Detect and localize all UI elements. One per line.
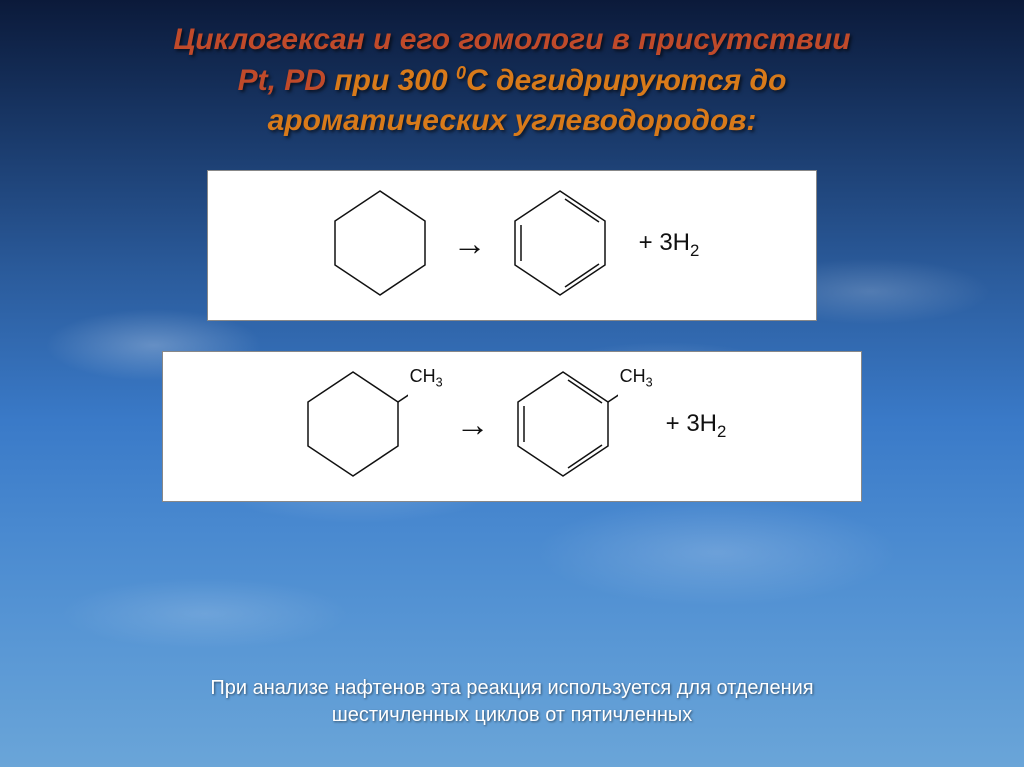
plus-sign: + [666,410,687,437]
substituent-sub: 3 [436,375,443,389]
substituent-text: CH [410,366,436,386]
product-subscript: 2 [717,422,726,441]
product-subscript: 2 [690,241,699,260]
reactions-container: → + 3H2 CH3 [40,170,984,502]
title-sup-wrap: 0 [456,64,466,97]
title-after: С дегидрируются до [466,64,786,97]
title-line-1: Циклогексан и его гомологи в присутствии [40,20,984,61]
product-formula: 3H [659,229,690,256]
reaction-panel: CH3 → CH3 + 3H2 [162,351,862,502]
title-line-2: Pt, PD при 300 0С дегидрируются до [40,61,984,102]
title-line-3: ароматических углеводородов: [40,101,984,142]
footer-line-1: При анализе нафтенов эта реакция использ… [210,677,813,699]
methylcyclohexane-structure: CH3 [298,364,408,489]
reaction-panel: → + 3H2 [207,170,817,321]
slide-footer: При анализе нафтенов эта реакция использ… [0,675,1024,729]
reaction-rhs: + 3H2 [666,410,727,442]
title-vars: Pt, PD [238,64,326,97]
product-formula: 3H [686,410,717,437]
toluene-structure: CH3 [508,364,618,489]
reaction-arrow: → [453,226,487,264]
slide-title: Циклогексан и его гомологи в присутствии… [40,20,984,142]
benzene-structure [505,183,615,308]
reaction-rhs: + 3H2 [639,229,700,261]
title-degree-sup: 0 [456,63,466,83]
cyclohexane-structure [325,183,435,308]
substituent-sub: 3 [646,375,653,389]
title-mid: при 300 [326,64,456,97]
substituent-text: CH [620,366,646,386]
substituent-label: CH3 [410,366,443,390]
substituent-label: CH3 [620,366,653,390]
footer-line-2: шестичленных циклов от пятичленных [332,704,693,726]
reaction-arrow: → [456,407,490,445]
plus-sign: + [639,229,660,256]
